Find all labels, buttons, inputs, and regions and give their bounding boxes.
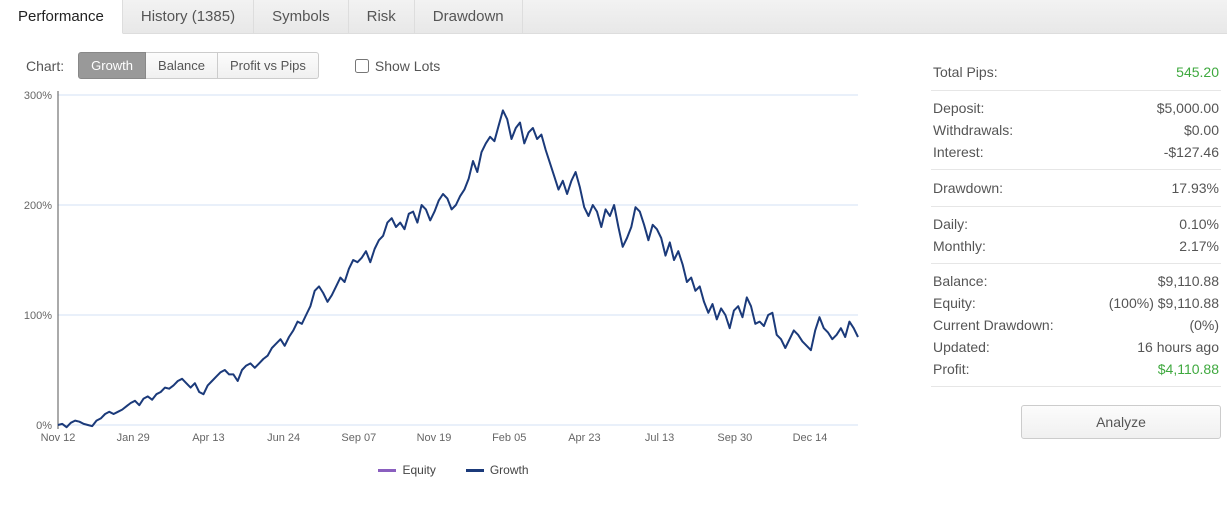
stat-label: Deposit: [933, 100, 984, 116]
svg-text:Jul 13: Jul 13 [645, 432, 674, 444]
svg-text:Sep 30: Sep 30 [717, 432, 752, 444]
stat-label: Balance: [933, 273, 987, 289]
stat-label: Total Pips: [933, 64, 998, 80]
stat-updated: Updated: 16 hours ago [931, 336, 1221, 358]
stat-value: (100%) $9,110.88 [1109, 295, 1219, 311]
stat-label: Current Drawdown: [933, 317, 1054, 333]
show-lots-checkbox[interactable] [355, 59, 369, 73]
stat-interest: Interest: -$127.46 [931, 141, 1221, 163]
svg-text:Apr 23: Apr 23 [568, 432, 600, 444]
chart-controls: Chart: Growth Balance Profit vs Pips Sho… [6, 52, 901, 79]
svg-text:200%: 200% [24, 200, 52, 212]
stat-value: $5,000.00 [1157, 100, 1219, 116]
tab-symbols[interactable]: Symbols [254, 0, 349, 33]
stat-deposit: Deposit: $5,000.00 [931, 97, 1221, 119]
legend-label-growth: Growth [490, 463, 529, 477]
legend-item-equity[interactable]: Equity [378, 463, 435, 477]
svg-text:Nov 19: Nov 19 [417, 432, 452, 444]
stat-drawdown: Drawdown: 17.93% [931, 176, 1221, 200]
legend-swatch-equity [378, 469, 396, 472]
chart-legend: Equity Growth [6, 463, 901, 477]
svg-text:100%: 100% [24, 310, 52, 322]
svg-text:Sep 07: Sep 07 [341, 432, 376, 444]
svg-text:0%: 0% [36, 420, 52, 432]
stat-withdrawals: Withdrawals: $0.00 [931, 119, 1221, 141]
svg-text:Feb 05: Feb 05 [492, 432, 526, 444]
stat-value: 16 hours ago [1137, 339, 1219, 355]
tab-bar: Performance History (1385) Symbols Risk … [0, 0, 1227, 34]
stat-daily: Daily: 0.10% [931, 213, 1221, 235]
stat-value: $9,110.88 [1158, 273, 1219, 289]
svg-text:Nov 12: Nov 12 [41, 432, 76, 444]
stat-monthly: Monthly: 2.17% [931, 235, 1221, 257]
chart-label: Chart: [26, 58, 64, 74]
stat-label: Equity: [933, 295, 976, 311]
tab-drawdown[interactable]: Drawdown [415, 0, 523, 33]
chart-type-profit-vs-pips-button[interactable]: Profit vs Pips [218, 52, 319, 79]
legend-item-growth[interactable]: Growth [466, 463, 529, 477]
chart-type-balance-button[interactable]: Balance [146, 52, 218, 79]
show-lots-label: Show Lots [375, 58, 440, 74]
svg-text:Dec 14: Dec 14 [793, 432, 828, 444]
stat-profit: Profit: $4,110.88 [931, 358, 1221, 380]
stat-label: Monthly: [933, 238, 986, 254]
stat-label: Interest: [933, 144, 984, 160]
stat-current-drawdown: Current Drawdown: (0%) [931, 314, 1221, 336]
stat-label: Drawdown: [933, 180, 1003, 196]
legend-swatch-growth [466, 469, 484, 472]
stat-total-pips: Total Pips: 545.20 [931, 60, 1221, 84]
stat-value: 0.10% [1179, 216, 1219, 232]
stat-label: Updated: [933, 339, 990, 355]
svg-text:Jun 24: Jun 24 [267, 432, 300, 444]
svg-text:Apr 13: Apr 13 [192, 432, 224, 444]
show-lots-toggle[interactable]: Show Lots [355, 58, 440, 74]
stat-label: Profit: [933, 361, 970, 377]
stat-balance: Balance: $9,110.88 [931, 270, 1221, 292]
svg-text:Jan 29: Jan 29 [117, 432, 150, 444]
stat-value: $0.00 [1184, 122, 1219, 138]
stat-label: Daily: [933, 216, 968, 232]
growth-chart: 0% 100% 200% 300% Nov 12 Jan 29 Apr 13 Jun 24 Se… [8, 89, 868, 459]
stat-value: 17.93% [1172, 180, 1219, 196]
tab-history[interactable]: History (1385) [123, 0, 254, 33]
stat-value: (0%) [1189, 317, 1219, 333]
stat-equity: Equity: (100%) $9,110.88 [931, 292, 1221, 314]
stat-label: Withdrawals: [933, 122, 1013, 138]
stat-value: -$127.46 [1164, 144, 1219, 160]
tab-performance[interactable]: Performance [0, 0, 123, 34]
analyze-button[interactable]: Analyze [1021, 405, 1221, 439]
chart-type-growth-button[interactable]: Growth [78, 52, 146, 79]
stat-value: 545.20 [1176, 64, 1219, 80]
svg-text:300%: 300% [24, 90, 52, 102]
legend-label-equity: Equity [402, 463, 435, 477]
stat-value: 2.17% [1179, 238, 1219, 254]
stats-panel: Total Pips: 545.20 Deposit: $5,000.00 Wi… [931, 52, 1221, 477]
stat-value: $4,110.88 [1158, 361, 1219, 377]
chart-type-group: Growth Balance Profit vs Pips [78, 52, 319, 79]
tab-risk[interactable]: Risk [349, 0, 415, 33]
